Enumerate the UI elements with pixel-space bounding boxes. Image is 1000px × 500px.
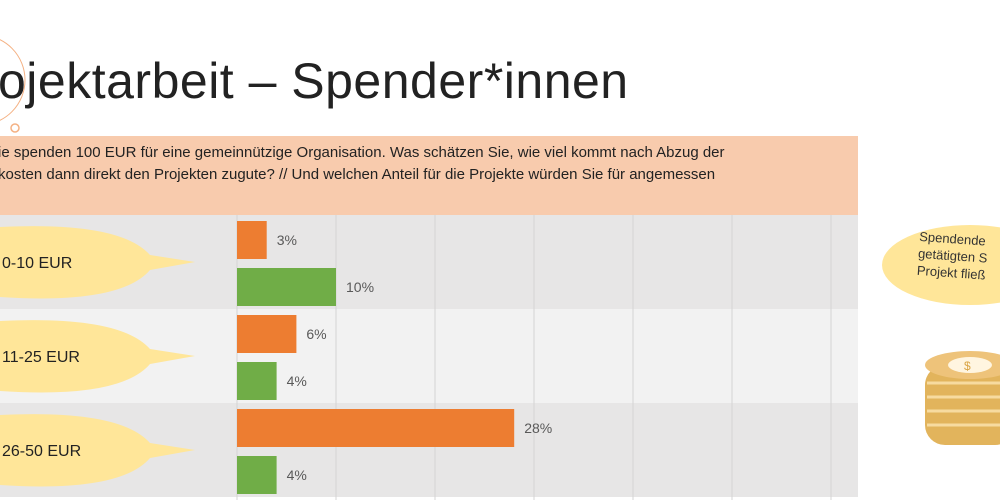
category-label: 11-25 EUR (2, 349, 80, 366)
category-label: 0-10 EUR (2, 255, 72, 272)
category-bubble (0, 226, 195, 299)
question-line: ie spenden 100 EUR für eine gemeinnützig… (0, 144, 725, 161)
bar (237, 362, 277, 400)
decorative-circles (0, 39, 26, 133)
bar (237, 456, 277, 494)
data-label: 28% (524, 420, 552, 436)
category-bubble (0, 320, 195, 393)
coin-stack-icon: $ (925, 351, 1000, 445)
speech-bubble (882, 225, 1000, 305)
bar (237, 409, 515, 447)
side-bubble-text: Spendende getätigten S Projekt fließ (916, 228, 1000, 287)
category-label: 26-50 EUR (2, 443, 81, 460)
slide-title: ojektarbeit – Spender*innen (0, 53, 629, 109)
bar (237, 221, 267, 259)
data-label: 3% (277, 232, 297, 248)
question-line: kosten dann direkt den Projekten zugute?… (0, 166, 716, 183)
bar-chart: 0-10 EUR 3% 10% 11-25 EUR 6% 4% 26-50 EUR 28% 4% (0, 215, 858, 500)
bar (237, 315, 297, 353)
question-box: ie spenden 100 EUR für eine gemeinnützig… (0, 136, 858, 216)
data-label: 4% (287, 373, 307, 389)
data-label: 10% (346, 279, 374, 295)
data-label: 6% (306, 326, 326, 342)
data-label: 4% (287, 467, 307, 483)
side-illustration: $ (882, 225, 1000, 445)
category-bubble (0, 414, 195, 487)
bar (237, 268, 336, 306)
svg-text:$: $ (964, 359, 971, 373)
